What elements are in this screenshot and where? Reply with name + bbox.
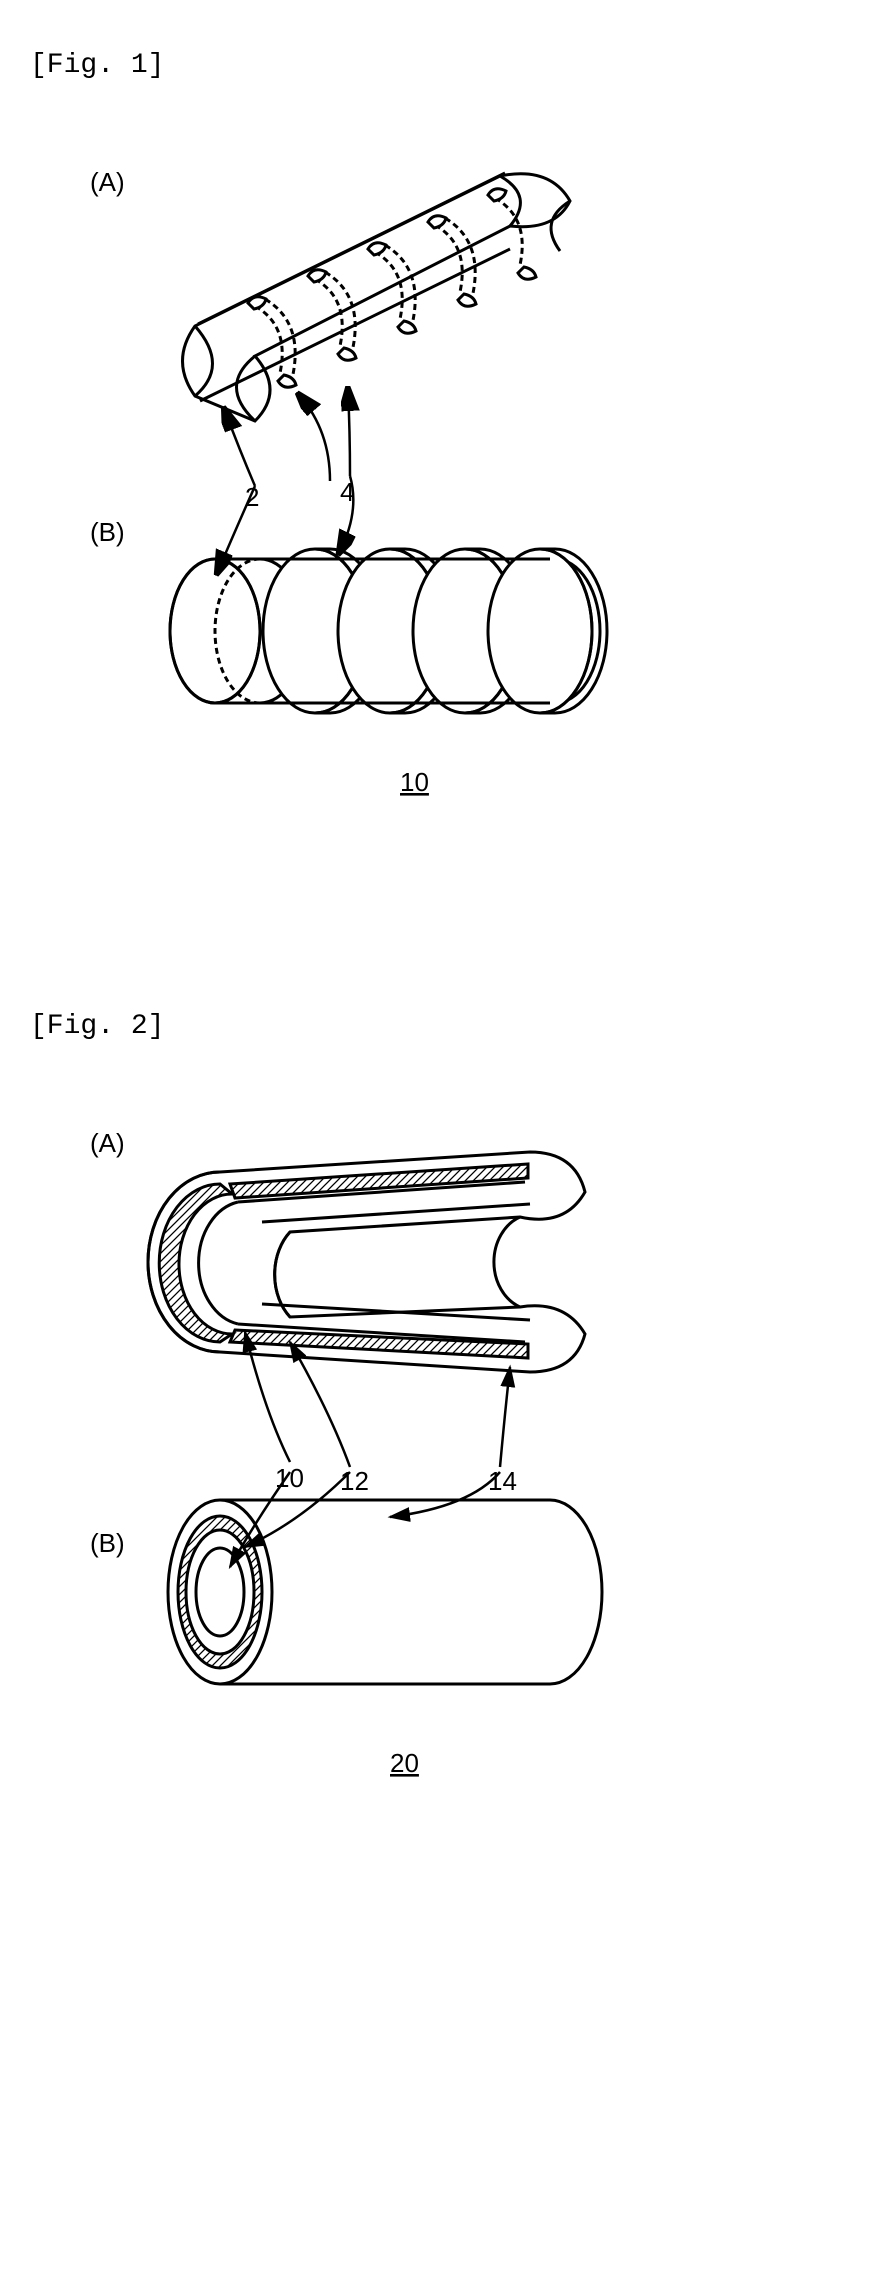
fig2-ref-12: 12	[340, 1466, 369, 1496]
fig1-svg: (A)	[30, 111, 730, 931]
fig2a-drawing	[148, 1152, 585, 1372]
figure-2-block: [Fig. 2] (A)	[30, 1011, 863, 1892]
fig1-ref-10: 10	[400, 767, 429, 797]
fig2-sub-b: (B)	[90, 1528, 125, 1558]
fig1-sub-a: (A)	[90, 167, 125, 197]
figure-1-block: [Fig. 1] (A)	[30, 50, 863, 931]
fig1a-drawing	[183, 173, 571, 421]
fig1-ref-2: 2	[245, 482, 259, 512]
fig2b-drawing	[168, 1500, 602, 1684]
fig1-sub-b: (B)	[90, 517, 125, 547]
fig1-ref-4: 4	[340, 477, 354, 507]
fig1b-drawing	[170, 549, 607, 713]
fig2-ref-14: 14	[488, 1466, 517, 1496]
fig2-ref-20: 20	[390, 1748, 419, 1778]
fig1-leaders	[218, 391, 353, 571]
fig2-label: [Fig. 2]	[30, 1011, 863, 1042]
fig2-ref-10: 10	[275, 1463, 304, 1493]
fig1-label: [Fig. 1]	[30, 50, 863, 81]
fig2-sub-a: (A)	[90, 1128, 125, 1158]
fig2-svg: (A) (B)	[30, 1072, 730, 1892]
